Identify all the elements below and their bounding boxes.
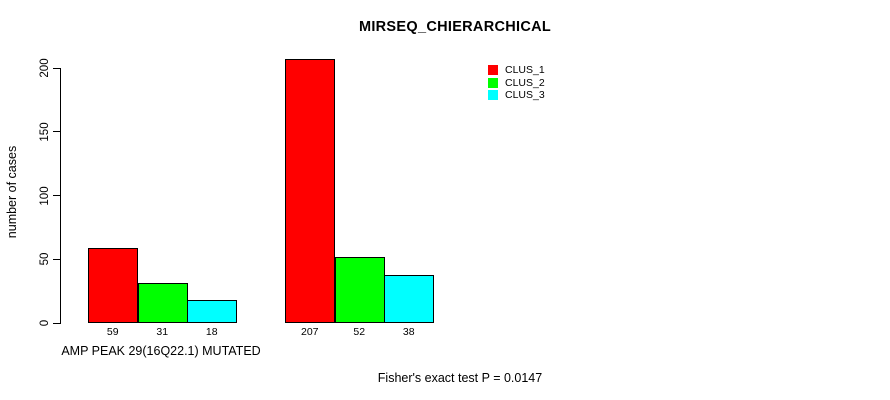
legend-item-label: CLUS_3: [505, 89, 545, 102]
legend-item-clus_3: CLUS_3: [488, 89, 545, 102]
y-axis-label: number of cases: [5, 145, 19, 239]
bar-value-label: 18: [205, 326, 218, 338]
y-tick-mark: [53, 322, 60, 324]
legend-item-label: CLUS_1: [505, 64, 545, 77]
bar-clus_3: [384, 274, 434, 323]
y-tick-label: 150: [39, 122, 51, 142]
fisher-test-annotation: Fisher's exact test P = 0.0147: [377, 371, 543, 385]
y-tick-label: 0: [39, 319, 51, 327]
legend-item-label: CLUS_2: [505, 76, 545, 89]
chart-title: MIRSEQ_CHIERARCHICAL: [358, 19, 552, 35]
legend-item-clus_1: CLUS_1: [488, 64, 545, 77]
y-tick-label: 50: [39, 252, 51, 266]
bar-value-label: 207: [300, 326, 319, 338]
y-tick-mark: [53, 131, 60, 133]
bar-clus_2: [137, 283, 188, 323]
y-tick-mark: [53, 67, 60, 69]
legend-item-clus_2: CLUS_2: [488, 77, 545, 90]
bar-clus_1: [285, 59, 335, 323]
y-tick-mark: [53, 195, 60, 196]
y-axis-line: [60, 68, 61, 324]
y-tick-mark: [53, 258, 60, 260]
bar-clus_1: [88, 247, 138, 323]
legend: CLUS_1 CLUS_2 CLUS_3: [488, 64, 545, 102]
bar-clus_3: [187, 300, 237, 323]
legend-swatch-icon: [488, 65, 498, 76]
bar-value-label: 52: [353, 326, 366, 338]
bar-value-label: 38: [402, 326, 415, 338]
legend-swatch-icon: [488, 77, 498, 88]
bar-clus_2: [334, 256, 385, 323]
x-axis-group-label: AMP PEAK 29(16Q22.1) MUTATED: [61, 344, 261, 358]
bar-value-label: 59: [106, 326, 119, 338]
y-tick-label: 200: [39, 58, 51, 78]
bar-value-label: 31: [156, 326, 169, 338]
y-tick-label: 100: [39, 185, 51, 206]
legend-swatch-icon: [488, 90, 498, 101]
